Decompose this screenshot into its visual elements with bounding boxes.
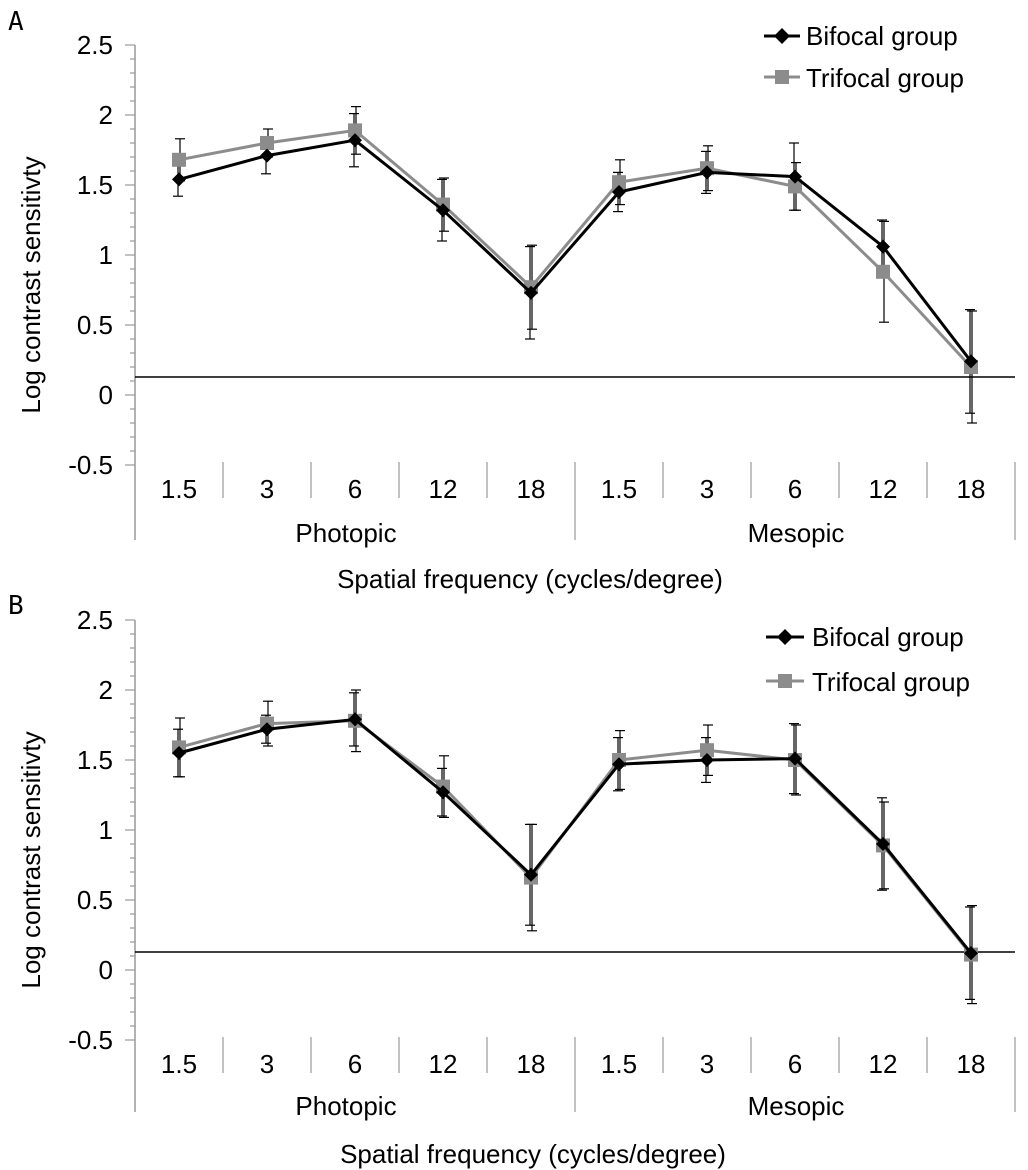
x-tick-label: 6 <box>348 1049 362 1079</box>
data-point-trifocal <box>260 136 274 150</box>
x-tick-label: 6 <box>788 1049 802 1079</box>
y-tick-label: 2 <box>99 100 113 130</box>
data-point-trifocal <box>612 175 626 190</box>
x-tick-label: 3 <box>700 1049 714 1079</box>
plot-area: 2.5 2 1.5 1 0.5 0 -0.5 1.5 3 6 12 18 1.5 3 6 12 18 <box>68 30 1016 540</box>
y-tick-label: 1 <box>99 815 113 845</box>
legend-marker-bifocal <box>777 629 793 645</box>
x-tick-label: 1.5 <box>601 1049 637 1079</box>
data-point-bifocal <box>964 354 978 369</box>
x-tick-label: 6 <box>348 474 362 504</box>
data-point-bifocal <box>348 712 362 727</box>
x-tick-label: 1.5 <box>161 474 197 504</box>
legend-marker-bifocal <box>774 28 790 44</box>
panel-b: B Log contrast sensitivty Spatial freque… <box>8 591 1016 1169</box>
data-point-bifocal <box>260 722 274 737</box>
data-point-bifocal <box>788 751 802 766</box>
legend-label-bifocal: Bifocal group <box>806 21 958 51</box>
y-axis-title: Log contrast sensitivty <box>16 156 46 413</box>
y-tick-label: 0.5 <box>77 310 113 340</box>
data-point-bifocal <box>700 165 714 180</box>
plot-area: 2.5 2 1.5 1 0.5 0 -0.5 1.5 3 6 12 18 1.5 3 6 12 18 <box>68 605 1016 1112</box>
y-tick-label: 1.5 <box>77 745 113 775</box>
y-tick-label: 1 <box>99 240 113 270</box>
data-point-bifocal <box>876 239 890 254</box>
x-tick-label: 12 <box>429 1049 458 1079</box>
data-point-bifocal <box>172 746 186 760</box>
x-axis-title: Spatial frequency (cycles/degree) <box>337 564 723 594</box>
x-tick-label: 12 <box>429 474 458 504</box>
legend-label-bifocal: Bifocal group <box>812 622 964 652</box>
series-line-trifocal <box>178 719 973 956</box>
x-tick-label: 3 <box>700 474 714 504</box>
x-axis-title: Spatial frequency (cycles/degree) <box>340 1139 726 1169</box>
panel-a: A Log contrast sensitivty Spatial freque… <box>8 7 1016 594</box>
x-tick-label: 18 <box>957 474 986 504</box>
y-tick-label: 0 <box>99 380 113 410</box>
y-tick-label: 0 <box>99 955 113 985</box>
x-tick-label: 1.5 <box>601 474 637 504</box>
data-point-trifocal <box>172 152 186 167</box>
data-point-bifocal <box>876 837 890 851</box>
x-tick-label: 1.5 <box>161 1049 197 1079</box>
data-point-bifocal <box>964 946 978 961</box>
panel-label: B <box>8 591 24 621</box>
y-tick-label: 0.5 <box>77 885 113 915</box>
y-tick-label: 1.5 <box>77 170 113 200</box>
legend: Bifocal group Trifocal group <box>766 622 970 697</box>
data-point-trifocal <box>788 179 802 194</box>
group-label-photopic: Photopic <box>295 518 396 548</box>
series-line-bifocal <box>178 717 973 955</box>
panel-label: A <box>8 7 24 37</box>
y-tick-label: 2.5 <box>77 30 113 60</box>
legend-label-trifocal: Trifocal group <box>806 63 964 93</box>
legend: Bifocal group Trifocal group <box>764 21 964 93</box>
data-point-bifocal <box>788 169 802 184</box>
y-tick-label: -0.5 <box>68 450 113 480</box>
x-tick-label: 3 <box>260 1049 274 1079</box>
legend-label-trifocal: Trifocal group <box>812 667 970 697</box>
data-point-bifocal <box>436 785 450 800</box>
legend-marker-trifocal <box>775 70 789 84</box>
data-point-bifocal <box>612 757 626 772</box>
y-axis-title: Log contrast sensitivty <box>16 731 46 988</box>
data-point-trifocal <box>876 264 890 279</box>
data-point-bifocal <box>172 172 186 187</box>
series-line-bifocal <box>178 138 973 363</box>
data-point-bifocal <box>612 185 626 199</box>
x-tick-label: 12 <box>869 474 898 504</box>
x-tick-label: 18 <box>957 1049 986 1079</box>
data-point-bifocal <box>348 133 362 148</box>
y-tick-label: 2 <box>99 675 113 705</box>
x-tick-label: 12 <box>869 1049 898 1079</box>
legend-marker-trifocal <box>778 674 792 688</box>
series-line-trifocal <box>178 128 973 369</box>
group-label-photopic: Photopic <box>295 1091 396 1121</box>
x-tick-label: 3 <box>260 474 274 504</box>
data-point-trifocal <box>348 123 362 138</box>
group-label-mesopic: Mesopic <box>748 518 845 548</box>
data-point-trifocal <box>700 743 714 758</box>
x-tick-label: 18 <box>517 474 546 504</box>
y-tick-label: 2.5 <box>77 605 113 635</box>
x-tick-label: 18 <box>517 1049 546 1079</box>
data-point-bifocal <box>436 203 450 218</box>
data-point-bifocal <box>524 867 538 882</box>
data-point-bifocal <box>524 285 538 300</box>
x-tick-label: 6 <box>788 474 802 504</box>
data-point-bifocal <box>260 148 274 163</box>
y-tick-label: -0.5 <box>68 1025 113 1055</box>
data-point-bifocal <box>700 753 714 767</box>
group-label-mesopic: Mesopic <box>748 1091 845 1121</box>
